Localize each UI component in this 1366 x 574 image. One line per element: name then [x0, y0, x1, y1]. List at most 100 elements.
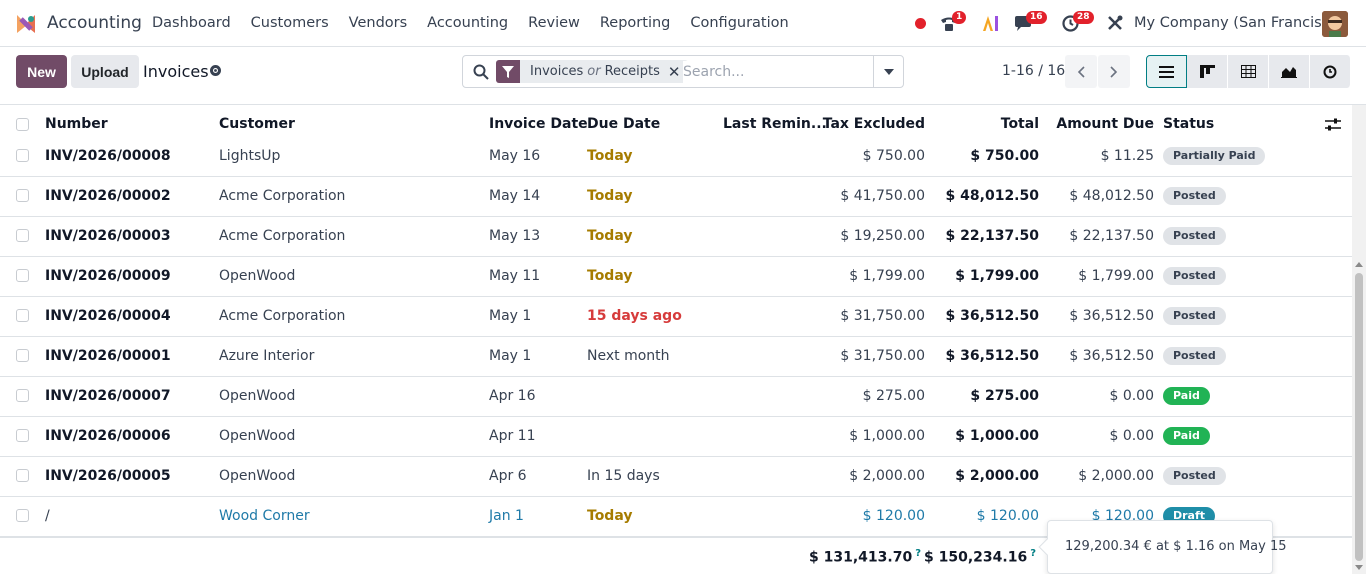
- status-badge: Posted: [1163, 467, 1226, 485]
- table-row[interactable]: INV/2026/00004 Acme Corporation May 1 15 da…: [0, 297, 1352, 337]
- upload-button[interactable]: Upload: [71, 55, 139, 88]
- kanban-icon: [1199, 65, 1215, 78]
- col-invoice-date[interactable]: Invoice Date: [489, 116, 588, 132]
- cell-customer: Acme Corporation: [219, 228, 346, 244]
- accounting-app-icon[interactable]: [15, 13, 37, 35]
- scroll-up-arrow-icon[interactable]: [1355, 262, 1363, 267]
- row-checkbox[interactable]: [16, 469, 29, 482]
- footer-tax-excluded-help-icon[interactable]: ?: [915, 548, 921, 559]
- row-checkbox[interactable]: [16, 509, 29, 522]
- menu-customers[interactable]: Customers: [250, 15, 329, 31]
- cell-amount-due: $ 48,012.50: [1069, 188, 1154, 204]
- phone-badge: 1: [952, 11, 967, 24]
- row-checkbox[interactable]: [16, 149, 29, 162]
- pager-previous-button[interactable]: [1065, 55, 1097, 88]
- menu-review[interactable]: Review: [528, 15, 580, 31]
- row-checkbox[interactable]: [16, 349, 29, 362]
- table-row[interactable]: / Wood Corner Jan 1 Today $ 120.00 $ 120.00 $ …: [0, 497, 1352, 537]
- search-options-toggle[interactable]: [873, 56, 903, 87]
- menu-dashboard[interactable]: Dashboard: [152, 15, 231, 31]
- scrollbar-thumb[interactable]: [1355, 273, 1363, 561]
- cell-customer: LightsUp: [219, 148, 281, 164]
- search-facet[interactable]: Invoices or Receipts ✕: [496, 60, 689, 83]
- cell-number: INV/2026/00007: [45, 388, 171, 404]
- graph-view-button[interactable]: [1269, 55, 1310, 88]
- cell-due-date: Today: [587, 508, 633, 524]
- activity-view-button[interactable]: [1310, 55, 1351, 88]
- col-status[interactable]: Status: [1163, 116, 1215, 132]
- menu-configuration[interactable]: Configuration: [690, 15, 789, 31]
- col-customer[interactable]: Customer: [219, 116, 295, 132]
- search-input[interactable]: [683, 61, 863, 83]
- cell-number: INV/2026/00001: [45, 348, 171, 364]
- app-name[interactable]: Accounting: [47, 13, 142, 33]
- row-checkbox[interactable]: [16, 269, 29, 282]
- optional-columns-icon[interactable]: [1325, 117, 1341, 132]
- cell-tax-excluded: $ 275.00: [862, 388, 925, 404]
- row-checkbox[interactable]: [16, 429, 29, 442]
- col-total[interactable]: Total: [1000, 116, 1039, 132]
- status-badge: Paid: [1163, 387, 1210, 405]
- cell-amount-due: $ 2,000.00: [1078, 468, 1154, 484]
- kanban-view-button[interactable]: [1187, 55, 1228, 88]
- pager-next-button[interactable]: [1098, 55, 1130, 88]
- cell-invoice-date: Apr 16: [489, 388, 536, 404]
- col-due-date[interactable]: Due Date: [587, 116, 661, 132]
- remove-facet-icon[interactable]: ✕: [667, 62, 681, 81]
- cell-amount-due: $ 0.00: [1109, 428, 1154, 444]
- col-number[interactable]: Number: [45, 116, 108, 132]
- menu-vendors[interactable]: Vendors: [348, 15, 408, 31]
- pager-value[interactable]: 1-16 / 16: [1002, 63, 1066, 79]
- table-row[interactable]: INV/2026/00008 LightsUp May 16 Today $ 750.0…: [0, 137, 1352, 177]
- vertical-scrollbar[interactable]: [1352, 105, 1366, 574]
- cell-customer: OpenWood: [219, 468, 296, 484]
- table-row[interactable]: INV/2026/00005 OpenWood Apr 6 In 15 days $ 2…: [0, 457, 1352, 497]
- footer-total-help-icon[interactable]: ?: [1030, 548, 1036, 559]
- col-amount-due[interactable]: Amount Due: [1056, 116, 1154, 132]
- debug-tools-icon[interactable]: [1107, 15, 1123, 31]
- company-switcher[interactable]: My Company (San Francisco): [1134, 15, 1345, 31]
- gear-icon[interactable]: [209, 64, 222, 77]
- table-row[interactable]: INV/2026/00009 OpenWood May 11 Today $ 1,799…: [0, 257, 1352, 297]
- ai-icon[interactable]: [983, 16, 1001, 31]
- row-checkbox[interactable]: [16, 389, 29, 402]
- table-header: Number Customer Invoice Date Due Date La…: [0, 105, 1352, 144]
- select-all-checkbox[interactable]: [16, 118, 29, 131]
- chevron-right-icon: [1110, 65, 1118, 78]
- row-checkbox[interactable]: [16, 229, 29, 242]
- table-row[interactable]: INV/2026/00007 OpenWood Apr 16 $ 275.00 $ 27…: [0, 377, 1352, 417]
- cell-invoice-date: May 16: [489, 148, 541, 164]
- user-avatar[interactable]: [1322, 11, 1348, 37]
- menu-reporting[interactable]: Reporting: [599, 15, 671, 31]
- status-badge: Posted: [1163, 267, 1226, 285]
- footer-tax-excluded-total: $ 131,413.70?: [809, 548, 921, 566]
- cell-due-date: Next month: [587, 348, 670, 364]
- table-row[interactable]: INV/2026/00002 Acme Corporation May 14 Toda…: [0, 177, 1352, 217]
- cell-invoice-date: May 1: [489, 308, 532, 324]
- search-icon[interactable]: [473, 64, 489, 80]
- new-button[interactable]: New: [16, 55, 67, 88]
- status-dot-icon[interactable]: [915, 18, 926, 29]
- top-navbar: Accounting Dashboard Customers Vendors A…: [0, 0, 1366, 47]
- row-checkbox[interactable]: [16, 309, 29, 322]
- cell-number: INV/2026/00005: [45, 468, 171, 484]
- table-row[interactable]: INV/2026/00003 Acme Corporation May 13 Toda…: [0, 217, 1352, 257]
- col-last-reminder[interactable]: Last Remin...: [723, 116, 827, 132]
- area-chart-icon: [1281, 67, 1297, 78]
- scroll-down-arrow-icon[interactable]: [1355, 565, 1363, 570]
- cell-total: $ 22,137.50: [945, 228, 1039, 244]
- cell-customer: OpenWood: [219, 428, 296, 444]
- table-row[interactable]: INV/2026/00001 Azure Interior May 1 Next mo…: [0, 337, 1352, 377]
- col-tax-excluded[interactable]: Tax Excluded: [822, 116, 925, 132]
- cell-customer: OpenWood: [219, 388, 296, 404]
- cell-amount-due: $ 0.00: [1109, 388, 1154, 404]
- facet-value-invoices: Invoices: [530, 64, 584, 79]
- status-badge: Posted: [1163, 227, 1226, 245]
- cell-amount-due: $ 22,137.50: [1069, 228, 1154, 244]
- row-checkbox[interactable]: [16, 189, 29, 202]
- table-row[interactable]: INV/2026/00006 OpenWood Apr 11 $ 1,000.00 $ …: [0, 417, 1352, 457]
- menu-accounting[interactable]: Accounting: [427, 15, 509, 31]
- list-view-button[interactable]: [1146, 55, 1187, 88]
- cell-due-date: Today: [587, 268, 633, 284]
- pivot-view-button[interactable]: [1228, 55, 1269, 88]
